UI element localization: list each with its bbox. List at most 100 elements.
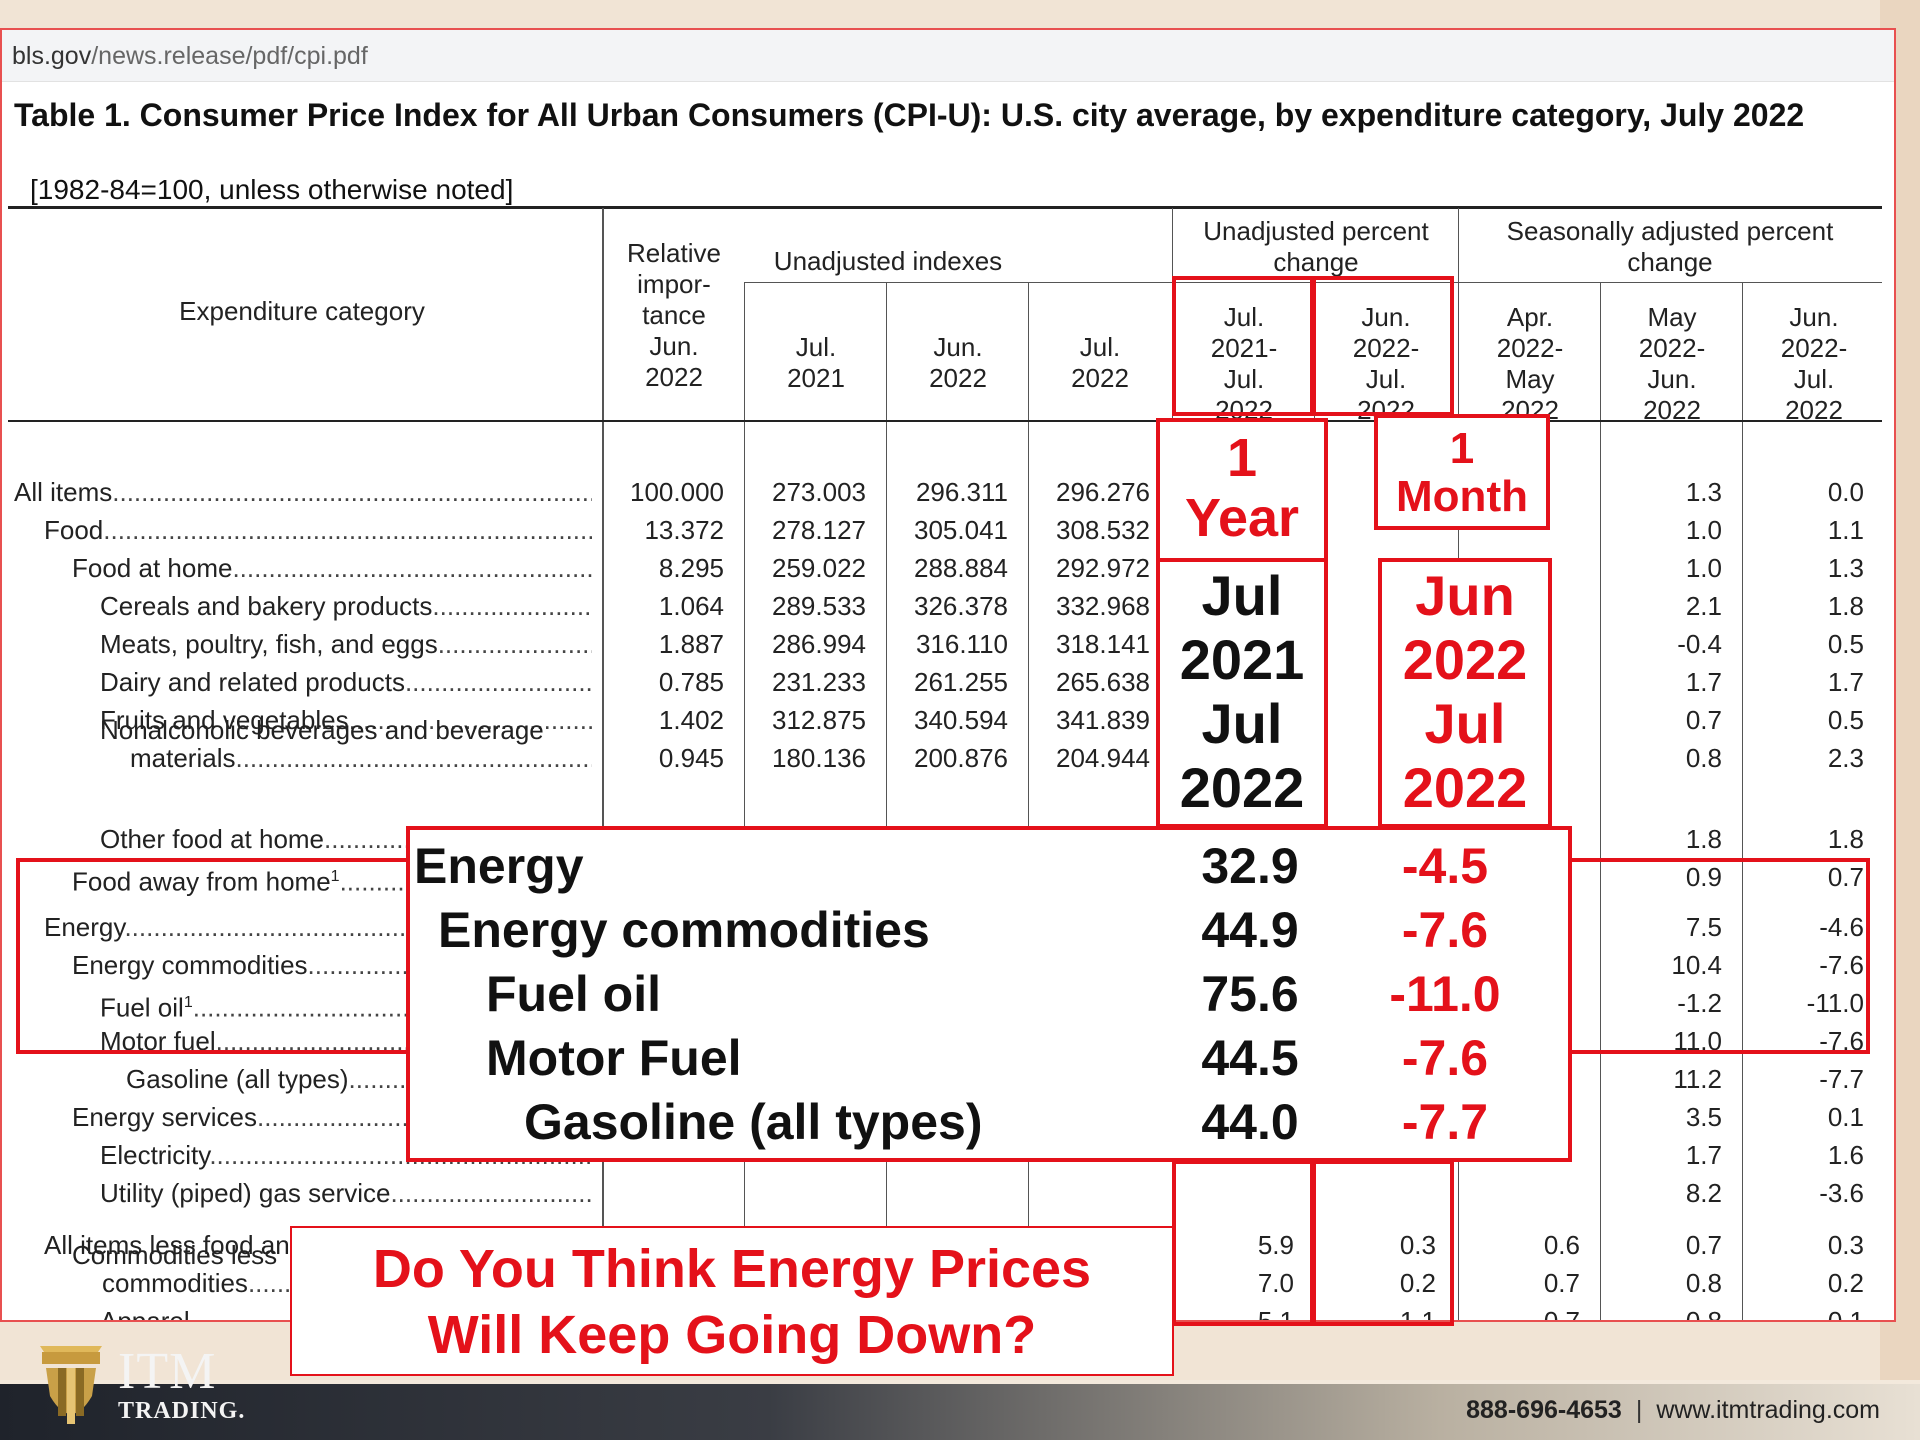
energy-callout-mom: -7.7: [1401, 1094, 1489, 1150]
cell-rel: 100.000: [630, 477, 724, 507]
month-range-box: Jun 2022 Jul 2022: [1378, 558, 1552, 828]
cell-jun_jul: 0.0: [1827, 477, 1864, 507]
energy-callout-mom: -7.6: [1401, 902, 1489, 958]
cell-jun_jul: 1.3: [1827, 553, 1864, 583]
cell-jun_jul: 1.6: [1827, 1140, 1864, 1170]
cell-jun22: 305.041: [914, 515, 1008, 545]
header-col-1: Jun. 2022: [929, 332, 987, 393]
yoy-header-highlight: [1172, 276, 1314, 416]
cell-jun_jul: -4.6: [1819, 912, 1864, 942]
cell-apr_may: 0.7: [1543, 1306, 1580, 1322]
logo-name: ITM: [118, 1343, 217, 1400]
energy-callout-label: Energy: [414, 838, 584, 894]
header-col-2: Jul. 2022: [1071, 332, 1129, 393]
cell-may_jun: 0.8: [1685, 1268, 1722, 1298]
cell-may_jun: 1.7: [1685, 1140, 1722, 1170]
address-bar[interactable]: bls.gov/news.release/pdf/cpi.pdf: [2, 30, 1894, 82]
cell-jul22: 292.972: [1056, 553, 1150, 583]
cell-may_jun: 1.0: [1685, 553, 1722, 583]
cell-jul21: 273.003: [772, 477, 866, 507]
month-range-start-year: 2022: [1402, 628, 1528, 691]
cell-may_jun: 8.2: [1685, 1178, 1722, 1208]
brand-footer: [0, 1384, 1920, 1440]
col-divider: [744, 282, 745, 1320]
cell-jun_jul: -3.6: [1819, 1178, 1864, 1208]
cell-jul22: 265.638: [1056, 667, 1150, 697]
cell-jun22: 340.594: [914, 705, 1008, 735]
cell-rel: 0.945: [658, 743, 724, 773]
cell-rel: 1.064: [658, 591, 724, 621]
cell-may_jun: -1.2: [1677, 988, 1722, 1018]
cell-jun_jul: 0.1: [1827, 1102, 1864, 1132]
cell-jun_jul: 0.7: [1827, 862, 1864, 892]
cell-may_jun: -0.4: [1677, 629, 1722, 659]
header-bottom-rule: [8, 420, 1882, 422]
col-divider: [1600, 282, 1601, 1320]
header-unadjusted-indexes: Unadjusted indexes: [773, 246, 1003, 276]
year-range-end-year: 2022: [1179, 756, 1305, 819]
header-relative-importance: Relative impor-tance Jun. 2022: [627, 238, 721, 392]
col-divider: [602, 208, 604, 1320]
cell-yoy: 5.9: [1257, 1230, 1294, 1260]
cell-yoy: 5.1: [1257, 1306, 1294, 1322]
cell-jun_jul: -0.1: [1819, 1306, 1864, 1322]
cell-may_jun: 0.8: [1685, 1306, 1722, 1322]
cell-jun_jul: 2.3: [1827, 743, 1864, 773]
cell-may_jun: 0.9: [1685, 862, 1722, 892]
header-col-0: Jul. 2021: [787, 332, 845, 393]
year-range-start-month: Jul: [1201, 564, 1283, 627]
row-label: Fruits and vegetables...................…: [100, 705, 592, 735]
month-range-start-month: Jun: [1415, 564, 1515, 627]
row-label: Nonalcoholic beverages and beverage: [100, 715, 544, 745]
question-line-1: Do You Think Energy Prices: [372, 1239, 1092, 1299]
table-title: Table 1. Consumer Price Index for All Ur…: [14, 97, 1805, 133]
energy-callout-yoy: 44.0: [1201, 1094, 1299, 1150]
cell-may_jun: 0.7: [1685, 705, 1722, 735]
cell-jul21: 289.533: [772, 591, 866, 621]
mom-header-highlight: [1312, 276, 1454, 416]
mom-lower-highlight: [1312, 1160, 1454, 1326]
cell-rel: 0.785: [658, 667, 724, 697]
top-rule: [8, 206, 1882, 209]
table-subtitle: [1982-84=100, unless otherwise noted]: [30, 174, 514, 205]
cell-yoy: 7.0: [1257, 1268, 1294, 1298]
website-link[interactable]: www.itmtrading.com: [1656, 1396, 1880, 1424]
question-banner: Do You Think Energy Prices Will Keep Goi…: [290, 1226, 1174, 1376]
cell-jun_jul: 0.3: [1827, 1230, 1864, 1260]
phone-number[interactable]: 888-696-4653: [1466, 1396, 1622, 1424]
row-label: Food....................................…: [44, 515, 592, 545]
cell-jun22: 200.876: [914, 743, 1008, 773]
cell-jul21: 231.233: [772, 667, 866, 697]
row-label: Cereals and bakery products.............…: [100, 591, 592, 621]
energy-callout-yoy: 44.5: [1201, 1030, 1299, 1086]
cell-jun_jul: -7.7: [1819, 1064, 1864, 1094]
one-year-number: 1: [1226, 428, 1258, 488]
cell-jul22: 204.944: [1056, 743, 1150, 773]
cell-jul22: 332.968: [1056, 591, 1150, 621]
one-month-badge: 1 Month: [1374, 414, 1550, 530]
cell-jul22: 341.839: [1056, 705, 1150, 735]
logo-subtitle: TRADING.: [118, 1398, 246, 1424]
question-line-2: Will Keep Going Down?: [427, 1305, 1037, 1365]
cell-rel: 13.372: [644, 515, 724, 545]
energy-callout-label: Motor Fuel: [486, 1030, 742, 1086]
row-label: Meats, poultry, fish, and eggs..........…: [100, 629, 592, 659]
cell-jul21: 278.127: [772, 515, 866, 545]
cell-jun_jul: 1.7: [1827, 667, 1864, 697]
cell-jun_jul: 1.1: [1827, 515, 1864, 545]
cell-may_jun: 7.5: [1685, 912, 1722, 942]
cell-jul22: 296.276: [1056, 477, 1150, 507]
energy-callout: Energy 32.9 -4.5 Energy commodities 44.9 -7.6…: [406, 826, 1572, 1162]
url-text[interactable]: bls.gov/news.release/pdf/cpi.pdf: [12, 42, 368, 70]
one-year-word: Year: [1184, 488, 1300, 548]
header-expenditure-category: Expenditure category: [179, 296, 425, 326]
header-col-7: Jun. 2022- Jul. 2022: [1780, 302, 1848, 425]
header-col-5: Apr. 2022- May 2022: [1496, 302, 1564, 425]
cell-rel: 8.295: [658, 553, 724, 583]
cell-mom: -1.1: [1391, 1306, 1436, 1322]
cell-may_jun: 1.3: [1685, 477, 1722, 507]
energy-callout-label: Fuel oil: [486, 966, 661, 1022]
row-label: Food at home............................…: [72, 553, 592, 583]
col-divider: [1742, 282, 1743, 1320]
cell-jun_jul: 1.8: [1827, 591, 1864, 621]
